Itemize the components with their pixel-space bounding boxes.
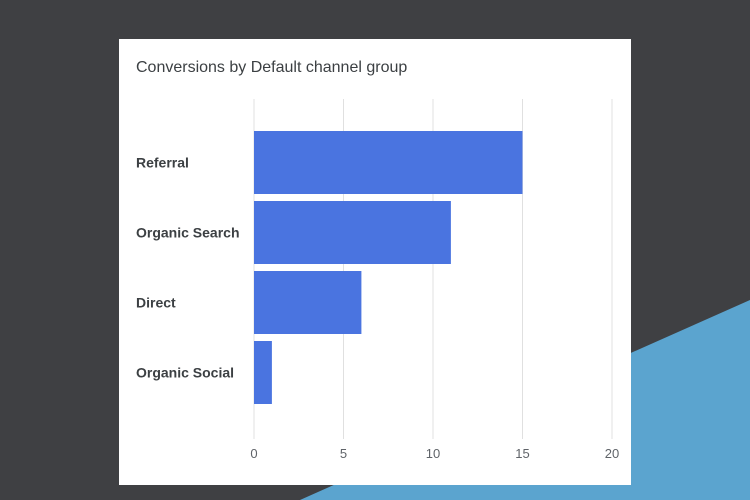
category-label: Referral — [136, 155, 189, 171]
bar-chart: Referral Organic Search Direct Organic Soci… — [136, 99, 619, 461]
bar[interactable] — [254, 131, 523, 194]
bar[interactable] — [254, 341, 272, 404]
category-label: Organic Search — [136, 225, 240, 241]
category-label: Direct — [136, 295, 176, 311]
x-tick-label: 20 — [605, 446, 619, 461]
x-axis-ticks: 0 5 10 15 20 — [250, 446, 619, 461]
chart-title: Conversions by Default channel group — [136, 59, 408, 76]
x-tick-label: 0 — [250, 446, 257, 461]
bar[interactable] — [254, 271, 362, 334]
x-tick-label: 10 — [426, 446, 440, 461]
category-label: Organic Social — [136, 365, 234, 381]
x-tick-label: 5 — [340, 446, 347, 461]
chart-card: Conversions by Default channel group Ref… — [119, 39, 631, 485]
bars — [254, 131, 523, 404]
category-labels: Referral Organic Search Direct Organic Soci… — [136, 155, 240, 381]
bar[interactable] — [254, 201, 451, 264]
x-tick-label: 15 — [515, 446, 529, 461]
